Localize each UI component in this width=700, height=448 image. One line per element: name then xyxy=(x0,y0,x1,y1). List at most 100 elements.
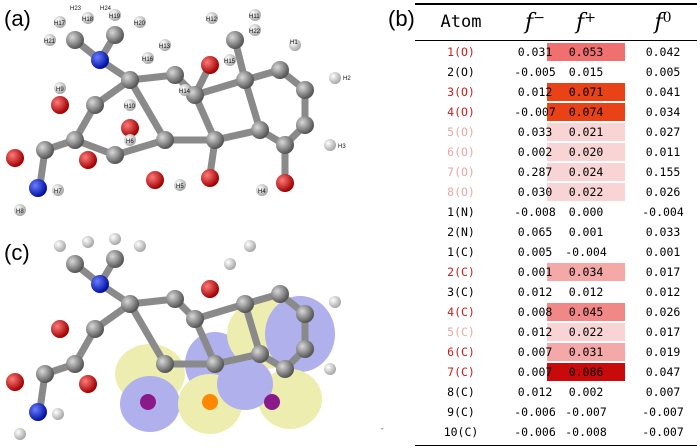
cell-atom: 2(C) xyxy=(447,265,475,279)
table-row: 8(O) 0.030 0.022 0.026 xyxy=(415,183,697,201)
svg-text:H23: H23 xyxy=(70,6,82,12)
cell-atom: 7(O) xyxy=(447,165,475,179)
atoms-hydrogen xyxy=(14,9,341,216)
cell-f-minus: 0.030 xyxy=(517,185,553,199)
cell-f-plus: 0.053 xyxy=(568,45,604,59)
svg-text:H16: H16 xyxy=(142,57,154,63)
cell-f-zero: 0.017 xyxy=(645,265,681,279)
cell-f-minus: 0.012 xyxy=(517,285,553,299)
atoms-oxygen xyxy=(6,56,294,192)
cell-f-zero: 0.026 xyxy=(645,185,681,199)
svg-text:H6: H6 xyxy=(126,139,134,145)
cell-atom: 6(C) xyxy=(447,345,475,359)
cell-f-zero: -0.007 xyxy=(642,425,684,439)
cell-f-minus: -0.006 xyxy=(514,405,556,419)
cell-atom: 3(O) xyxy=(447,85,475,99)
cell-f-plus: 0.015 xyxy=(568,65,604,79)
cell-atom: 7(C) xyxy=(447,365,475,379)
f-plus-highlight xyxy=(547,263,625,281)
panel-label-a: (a) xyxy=(4,6,31,31)
table-row: 9(C) -0.006 -0.007 -0.007 xyxy=(415,403,697,421)
svg-text:H1: H1 xyxy=(290,40,298,46)
svg-text:H12: H12 xyxy=(206,17,218,23)
table-row: 5(O) 0.033 0.021 0.027 xyxy=(415,123,697,141)
cell-f-zero: 0.007 xyxy=(645,385,681,399)
cell-atom: 6(O) xyxy=(447,145,475,159)
cell-f-minus: 0.007 xyxy=(517,365,553,379)
cell-f-zero: 0.041 xyxy=(645,85,681,99)
f-plus-highlight xyxy=(547,143,625,161)
svg-text:H3: H3 xyxy=(338,144,346,150)
cell-f-zero: 0.033 xyxy=(645,225,681,239)
cell-atom: 9(C) xyxy=(447,405,475,419)
table-row: 2(N) 0.065 0.001 0.033 xyxy=(415,223,697,241)
cell-f-minus: -0.008 xyxy=(514,205,556,219)
cell-f-plus: 0.022 xyxy=(568,185,604,199)
cell-f-plus: 0.031 xyxy=(568,345,604,359)
cell-atom: 2(N) xyxy=(447,225,475,239)
svg-text:H15: H15 xyxy=(224,59,236,65)
cell-f-plus: 0.045 xyxy=(568,305,604,319)
table-row: 6(O) 0.002 0.020 0.011 xyxy=(415,143,697,161)
svg-text:H21: H21 xyxy=(44,39,56,45)
svg-text:H24: H24 xyxy=(100,6,112,12)
table-row: 7(O) 0.287 0.024 0.155 xyxy=(415,163,697,181)
cell-f-minus: 0.002 xyxy=(517,145,553,159)
cell-f-zero: -0.007 xyxy=(642,405,684,419)
stray-mark: ˇ xyxy=(380,428,385,438)
cell-f-zero: 0.012 xyxy=(645,285,681,299)
cell-f-minus: 0.287 xyxy=(517,165,553,179)
cell-f-minus: 0.012 xyxy=(517,325,553,339)
table-row: 10(C) -0.006 -0.008 -0.007 xyxy=(415,423,697,441)
header-f-plus: f + xyxy=(576,9,596,35)
table-row: 1(C) 0.005 -0.004 0.001 xyxy=(415,243,697,261)
molecule-orbital-diagram xyxy=(6,233,341,440)
svg-text:H8: H8 xyxy=(16,209,24,215)
atom-labels: H1 H2 H3 H4 H5 H6 H7 H8 H9 H10 H11 H12 H… xyxy=(16,6,351,215)
cell-atom: 4(C) xyxy=(447,305,475,319)
cell-f-zero: 0.005 xyxy=(645,65,681,79)
cell-f-zero: 0.019 xyxy=(645,345,681,359)
table-row: 1(N) -0.008 0.000 -0.004 xyxy=(415,203,697,221)
table-bottom-rule xyxy=(415,445,697,446)
f-plus-highlight xyxy=(547,363,625,381)
cell-f-plus: -0.008 xyxy=(565,425,607,439)
header-atom: Atom xyxy=(440,12,482,32)
cell-f-plus: 0.086 xyxy=(568,365,604,379)
table-row: 3(O) 0.012 0.071 0.041 xyxy=(415,83,697,101)
table-top-rule xyxy=(415,3,697,5)
cell-f-minus: 0.012 xyxy=(517,85,553,99)
f-plus-highlight xyxy=(547,323,625,341)
table-row: 2(O) -0.005 0.015 0.005 xyxy=(415,63,697,81)
cell-f-minus: -0.007 xyxy=(514,105,556,119)
cell-f-zero: -0.004 xyxy=(642,205,684,219)
cell-f-minus: 0.001 xyxy=(517,265,553,279)
f-plus-highlight xyxy=(547,123,625,141)
table-row: 7(C) 0.007 0.086 0.047 xyxy=(415,363,697,381)
atoms-carbon xyxy=(36,26,314,164)
f-plus-highlight xyxy=(547,103,625,121)
cell-f-plus: 0.020 xyxy=(568,145,604,159)
molecule-structure-diagram: H1 H2 H3 H4 H5 H6 H7 H8 H9 H10 H11 H12 H… xyxy=(6,6,351,216)
cell-f-plus: 0.002 xyxy=(568,385,604,399)
cell-f-zero: 0.026 xyxy=(645,305,681,319)
svg-text:H9: H9 xyxy=(56,87,64,93)
svg-text:H11: H11 xyxy=(249,14,260,20)
cell-f-zero: 0.042 xyxy=(645,45,681,59)
cell-f-plus: 0.034 xyxy=(568,265,604,279)
table-row: 3(C) 0.012 0.012 0.012 xyxy=(415,283,697,301)
svg-text:H19: H19 xyxy=(109,14,121,20)
f-plus-highlight xyxy=(547,183,625,201)
cell-atom: 10(C) xyxy=(443,425,479,439)
cell-f-minus: 0.008 xyxy=(517,305,553,319)
cell-f-zero: 0.027 xyxy=(645,125,681,139)
cell-f-zero: 0.047 xyxy=(645,365,681,379)
cell-atom: 8(C) xyxy=(447,385,475,399)
cell-f-minus: 0.033 xyxy=(517,125,553,139)
svg-text:H17: H17 xyxy=(54,21,66,27)
cell-f-plus: 0.021 xyxy=(568,125,604,139)
cell-atom: 1(O) xyxy=(447,45,475,59)
cell-f-minus: -0.006 xyxy=(514,425,556,439)
